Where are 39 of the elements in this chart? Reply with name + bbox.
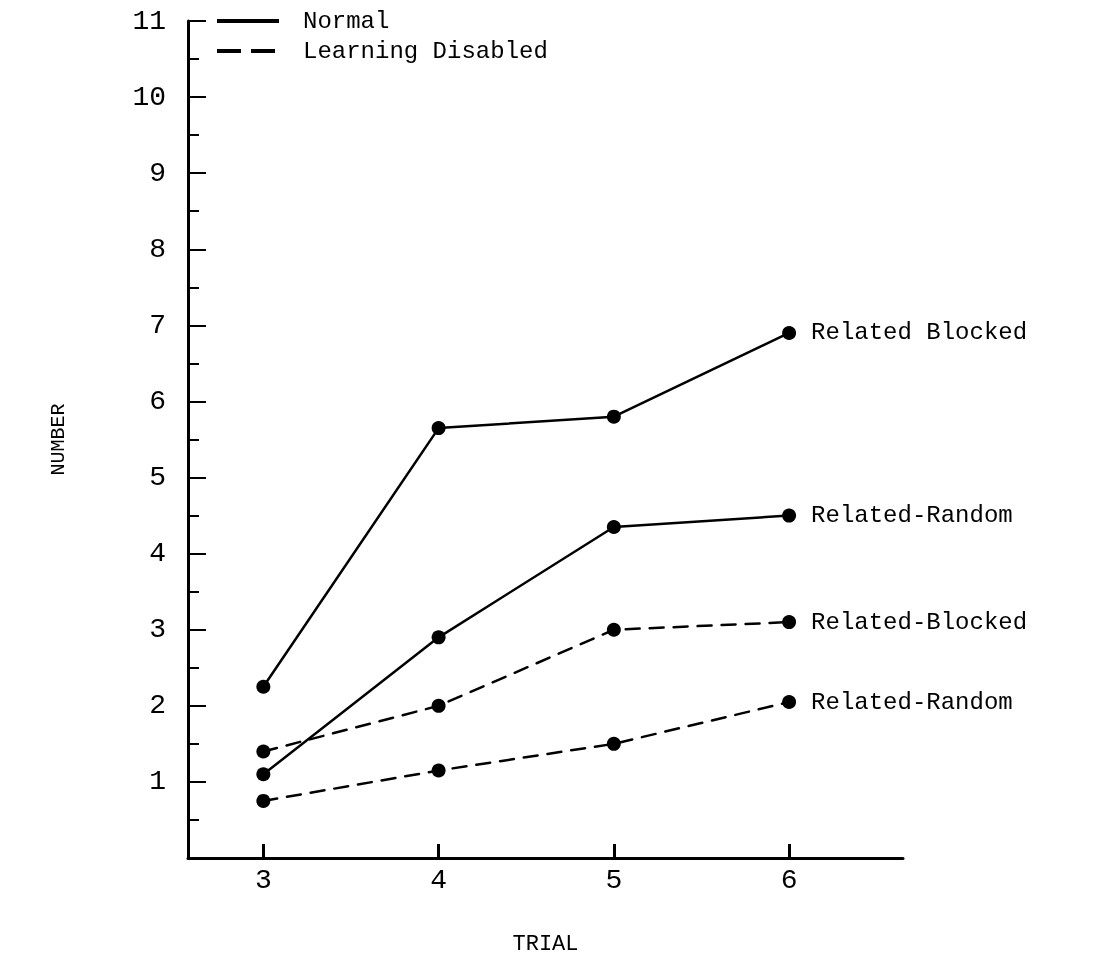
y-tick-label: 1 [149,766,166,798]
point [606,409,621,424]
y-tick-label: 2 [149,690,166,722]
point [782,695,797,710]
point [606,622,621,637]
annotation: Learning Disabled [303,37,548,65]
y-tick-label: 8 [149,233,166,265]
x-axis-title: TRIAL [512,931,579,957]
point [782,325,797,340]
y-tick-label: 7 [149,309,166,341]
y-tick-label: 5 [149,462,166,494]
x-tick-label: 4 [430,864,448,896]
series-label: Related-Blocked [811,608,1028,636]
point [256,744,271,759]
y-tick-label: 6 [149,385,166,417]
y-tick-label: 9 [149,157,166,189]
series-label: Related-Random [811,502,1013,530]
annotation: Normal [303,7,390,35]
y-tick-label: 3 [149,614,166,646]
point [431,698,446,713]
x-tick-label: 5 [605,864,623,896]
series-label: Related Blocked [811,319,1028,347]
point [431,421,446,436]
point [256,767,271,782]
y-tick-label: 4 [149,538,166,570]
point [606,736,621,751]
point [782,508,797,523]
y-tick-label: 10 [132,81,166,113]
point [431,763,446,778]
point [606,520,621,534]
y-tick-label: 11 [132,5,166,37]
point [782,615,797,630]
x-tick-label: 6 [780,864,798,896]
point [431,630,446,645]
x-tick-label: 3 [254,864,272,896]
point [256,793,271,808]
y-axis-title: NUMBER [46,403,70,476]
series-label: Related-Random [811,688,1013,716]
point [256,679,271,694]
